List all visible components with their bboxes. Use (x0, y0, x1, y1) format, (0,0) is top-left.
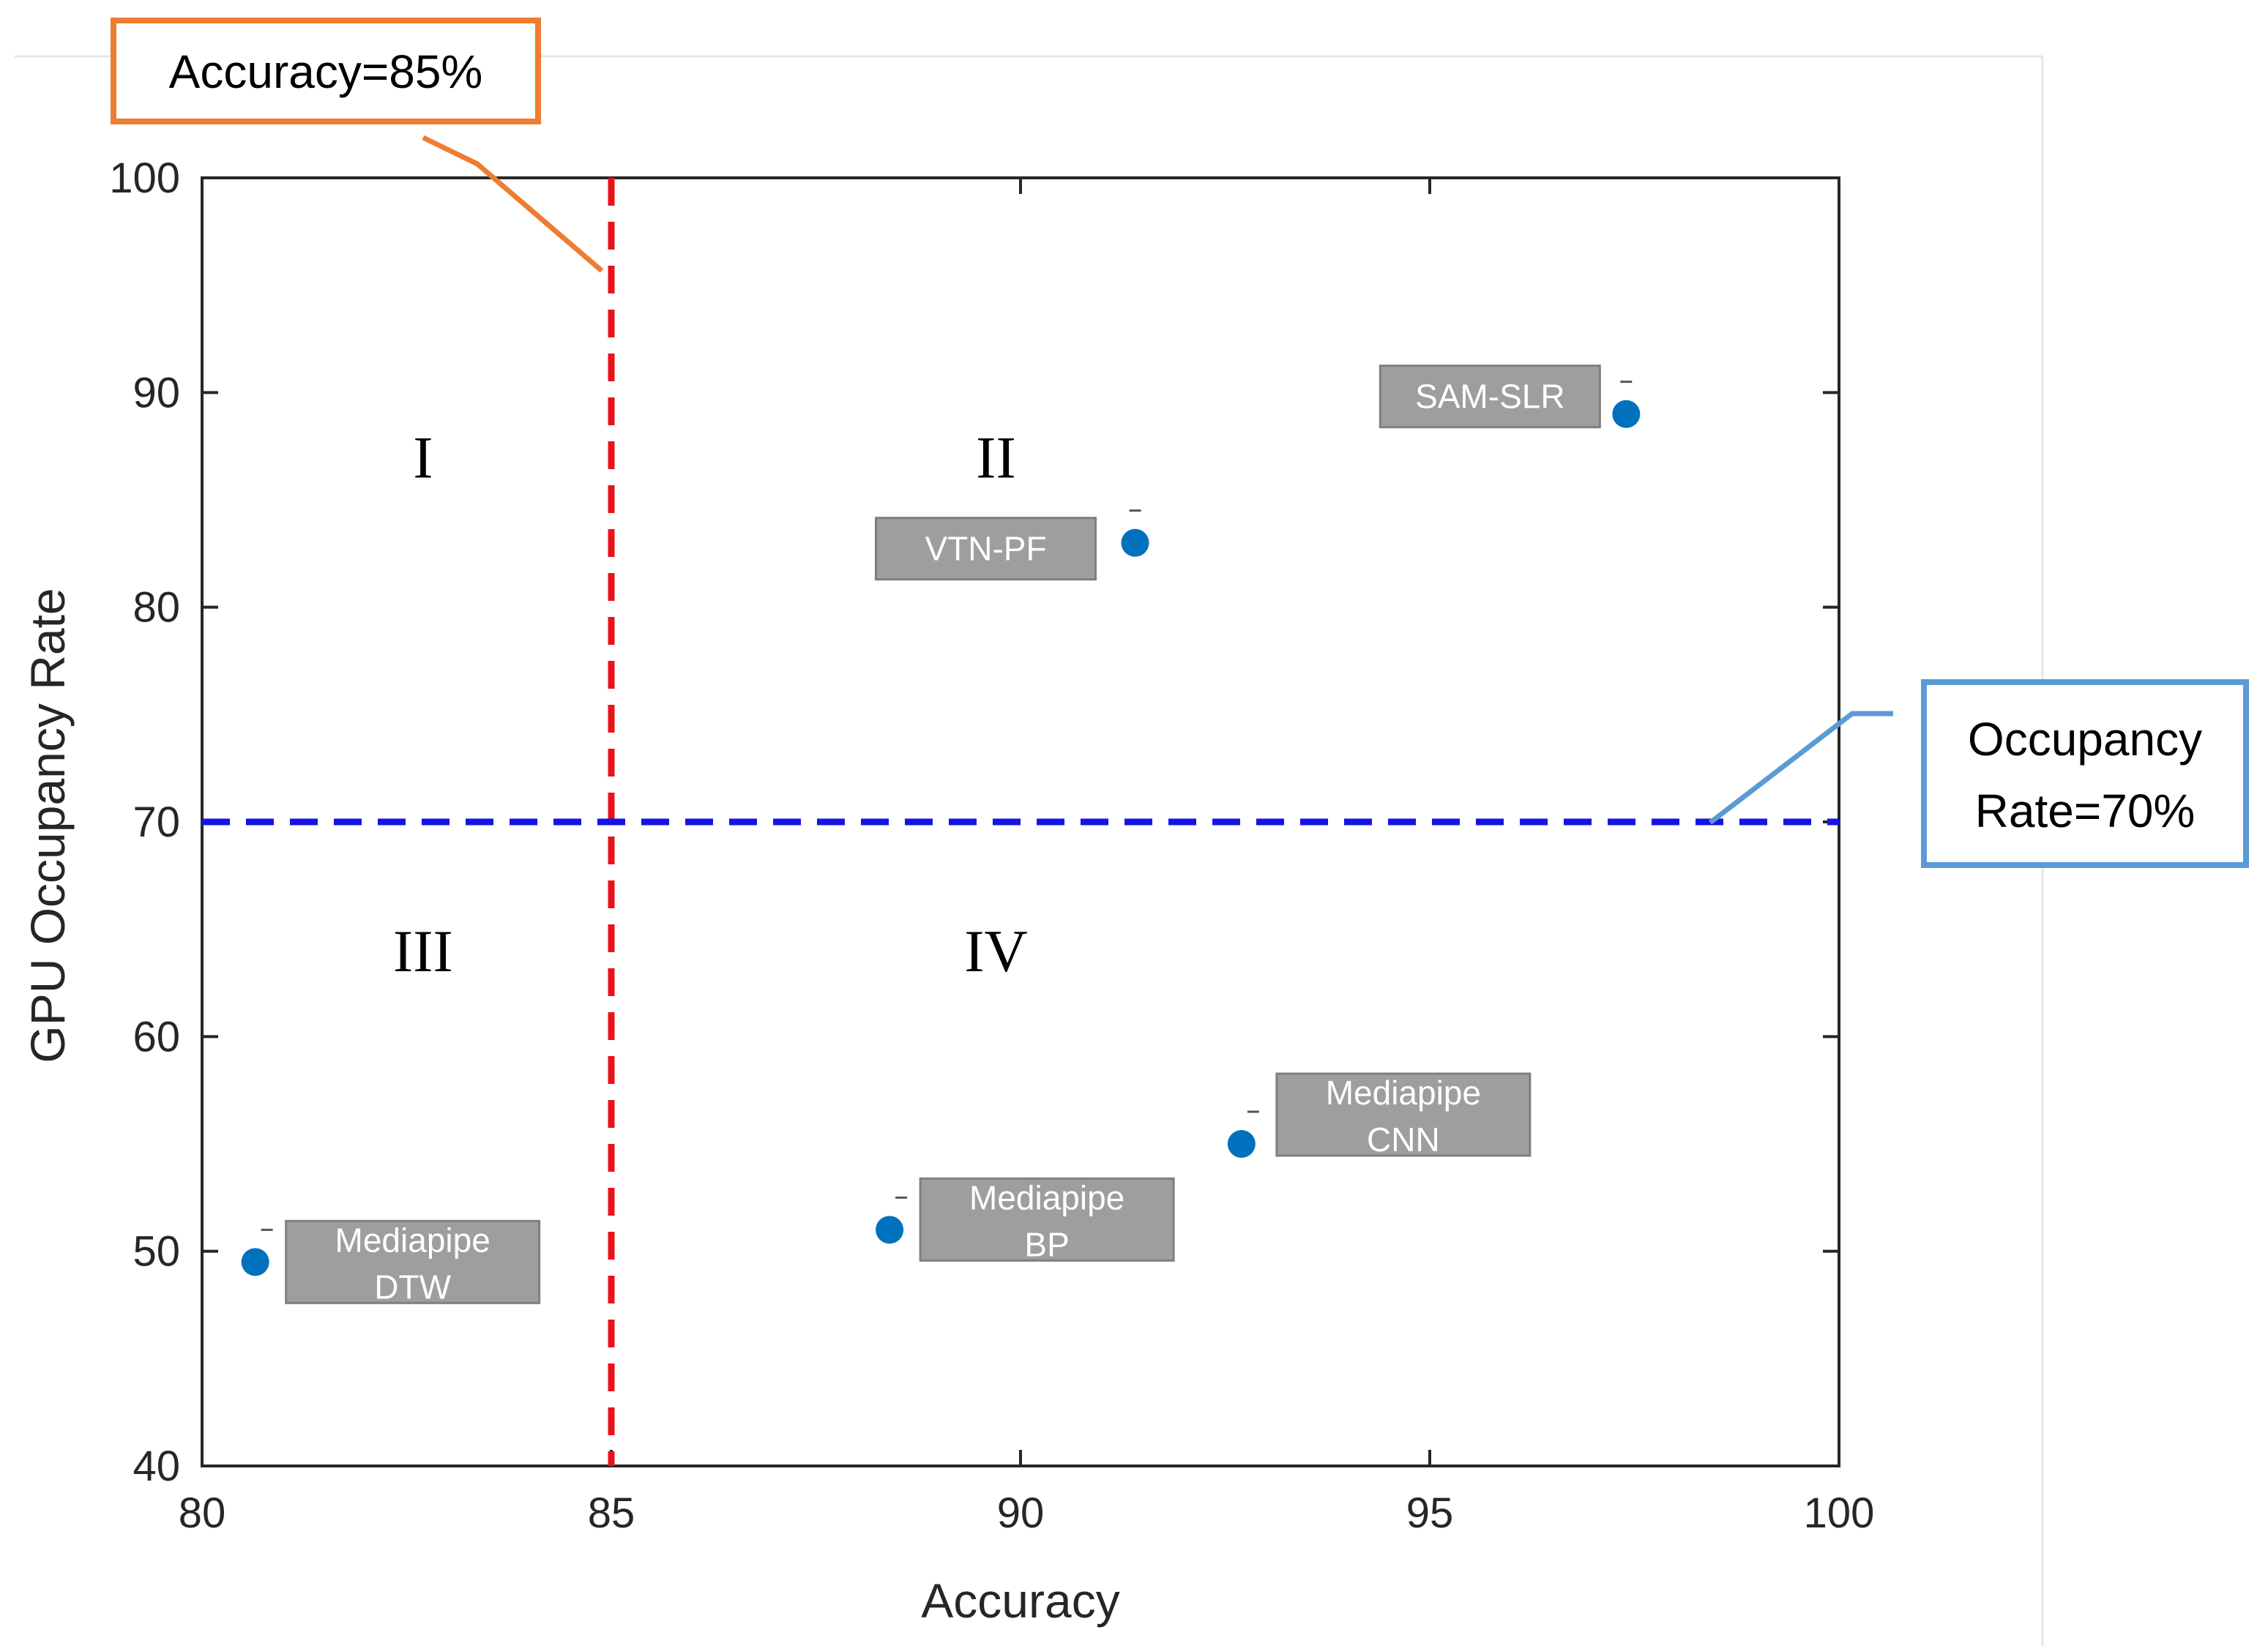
x-tick-label: 90 (997, 1489, 1045, 1537)
point-label-text: DTW (374, 1268, 451, 1306)
occupancy-callout: Occupancy Rate=70% (1708, 679, 2249, 868)
data-point-group: VTN-PF (875, 509, 1149, 581)
data-point-group: SAM-SLR (1379, 364, 1641, 429)
y-tick-label: 100 (109, 154, 180, 202)
data-point (241, 1248, 269, 1276)
x-tick-label: 80 (179, 1489, 226, 1537)
point-label-text: BP (1024, 1225, 1069, 1263)
occupancy-callout-line2: Rate=70% (1975, 785, 2196, 837)
accuracy-callout: Accuracy=85% (111, 18, 604, 273)
point-label-box (1275, 1072, 1532, 1157)
data-point-group: Mediapipe DTW (241, 1219, 541, 1306)
point-label-box (285, 1219, 541, 1304)
data-point (1612, 400, 1641, 428)
data-point (876, 1216, 904, 1244)
y-tick-label: 60 (133, 1013, 180, 1060)
y-tick-label: 90 (133, 369, 180, 416)
reference-lines (202, 178, 1839, 1466)
point-label-box (875, 517, 1097, 581)
data-point-group: Mediapipe CNN (1227, 1072, 1532, 1159)
x-axis-title: Accuracy (921, 1574, 1119, 1628)
point-label-text: Mediapipe (1326, 1074, 1481, 1112)
x-tick-label: 100 (1804, 1489, 1875, 1537)
quadrant-label: II (976, 424, 1016, 490)
occupancy-callout-line1: Occupancy (1968, 713, 2202, 766)
data-point (1227, 1130, 1256, 1158)
quadrant-label: IV (964, 918, 1028, 984)
quadrant-label: I (413, 424, 433, 490)
point-label-text: SAM-SLR (1415, 378, 1564, 416)
accuracy-callout-box (111, 18, 541, 124)
accuracy-callout-text: Accuracy=85% (169, 45, 483, 98)
y-axis-title: GPU Occupancy Rate (20, 588, 75, 1063)
y-tick-label: 70 (133, 798, 180, 846)
data-points: SAM-SLRVTN-PFMediapipeCNNMediapipeBPMedi… (241, 364, 1641, 1306)
y-tick-label: 50 (133, 1228, 180, 1276)
point-label-text: CNN (1367, 1121, 1440, 1159)
data-point-group: Mediapipe BP (876, 1177, 1175, 1263)
occupancy-callout-leader (1708, 711, 1893, 825)
y-tick-label: 80 (133, 584, 180, 632)
point-label-box (1379, 364, 1601, 429)
x-tick-label: 95 (1406, 1489, 1454, 1537)
point-label-text: Mediapipe (335, 1221, 490, 1259)
accuracy-callout-leader (422, 135, 604, 273)
occupancy-callout-box (1921, 679, 2249, 868)
data-point (1121, 528, 1149, 557)
point-label-text: VTN-PF (925, 530, 1046, 568)
x-tick-label: 85 (588, 1489, 635, 1537)
quadrant-label: III (393, 918, 453, 984)
point-label-box (919, 1177, 1175, 1262)
axis-tick-labels: 80 85 90 95 100 40 50 60 70 80 90 100 (109, 154, 1874, 1537)
y-tick-label: 40 (133, 1443, 180, 1490)
point-label-text: Mediapipe (969, 1178, 1124, 1216)
